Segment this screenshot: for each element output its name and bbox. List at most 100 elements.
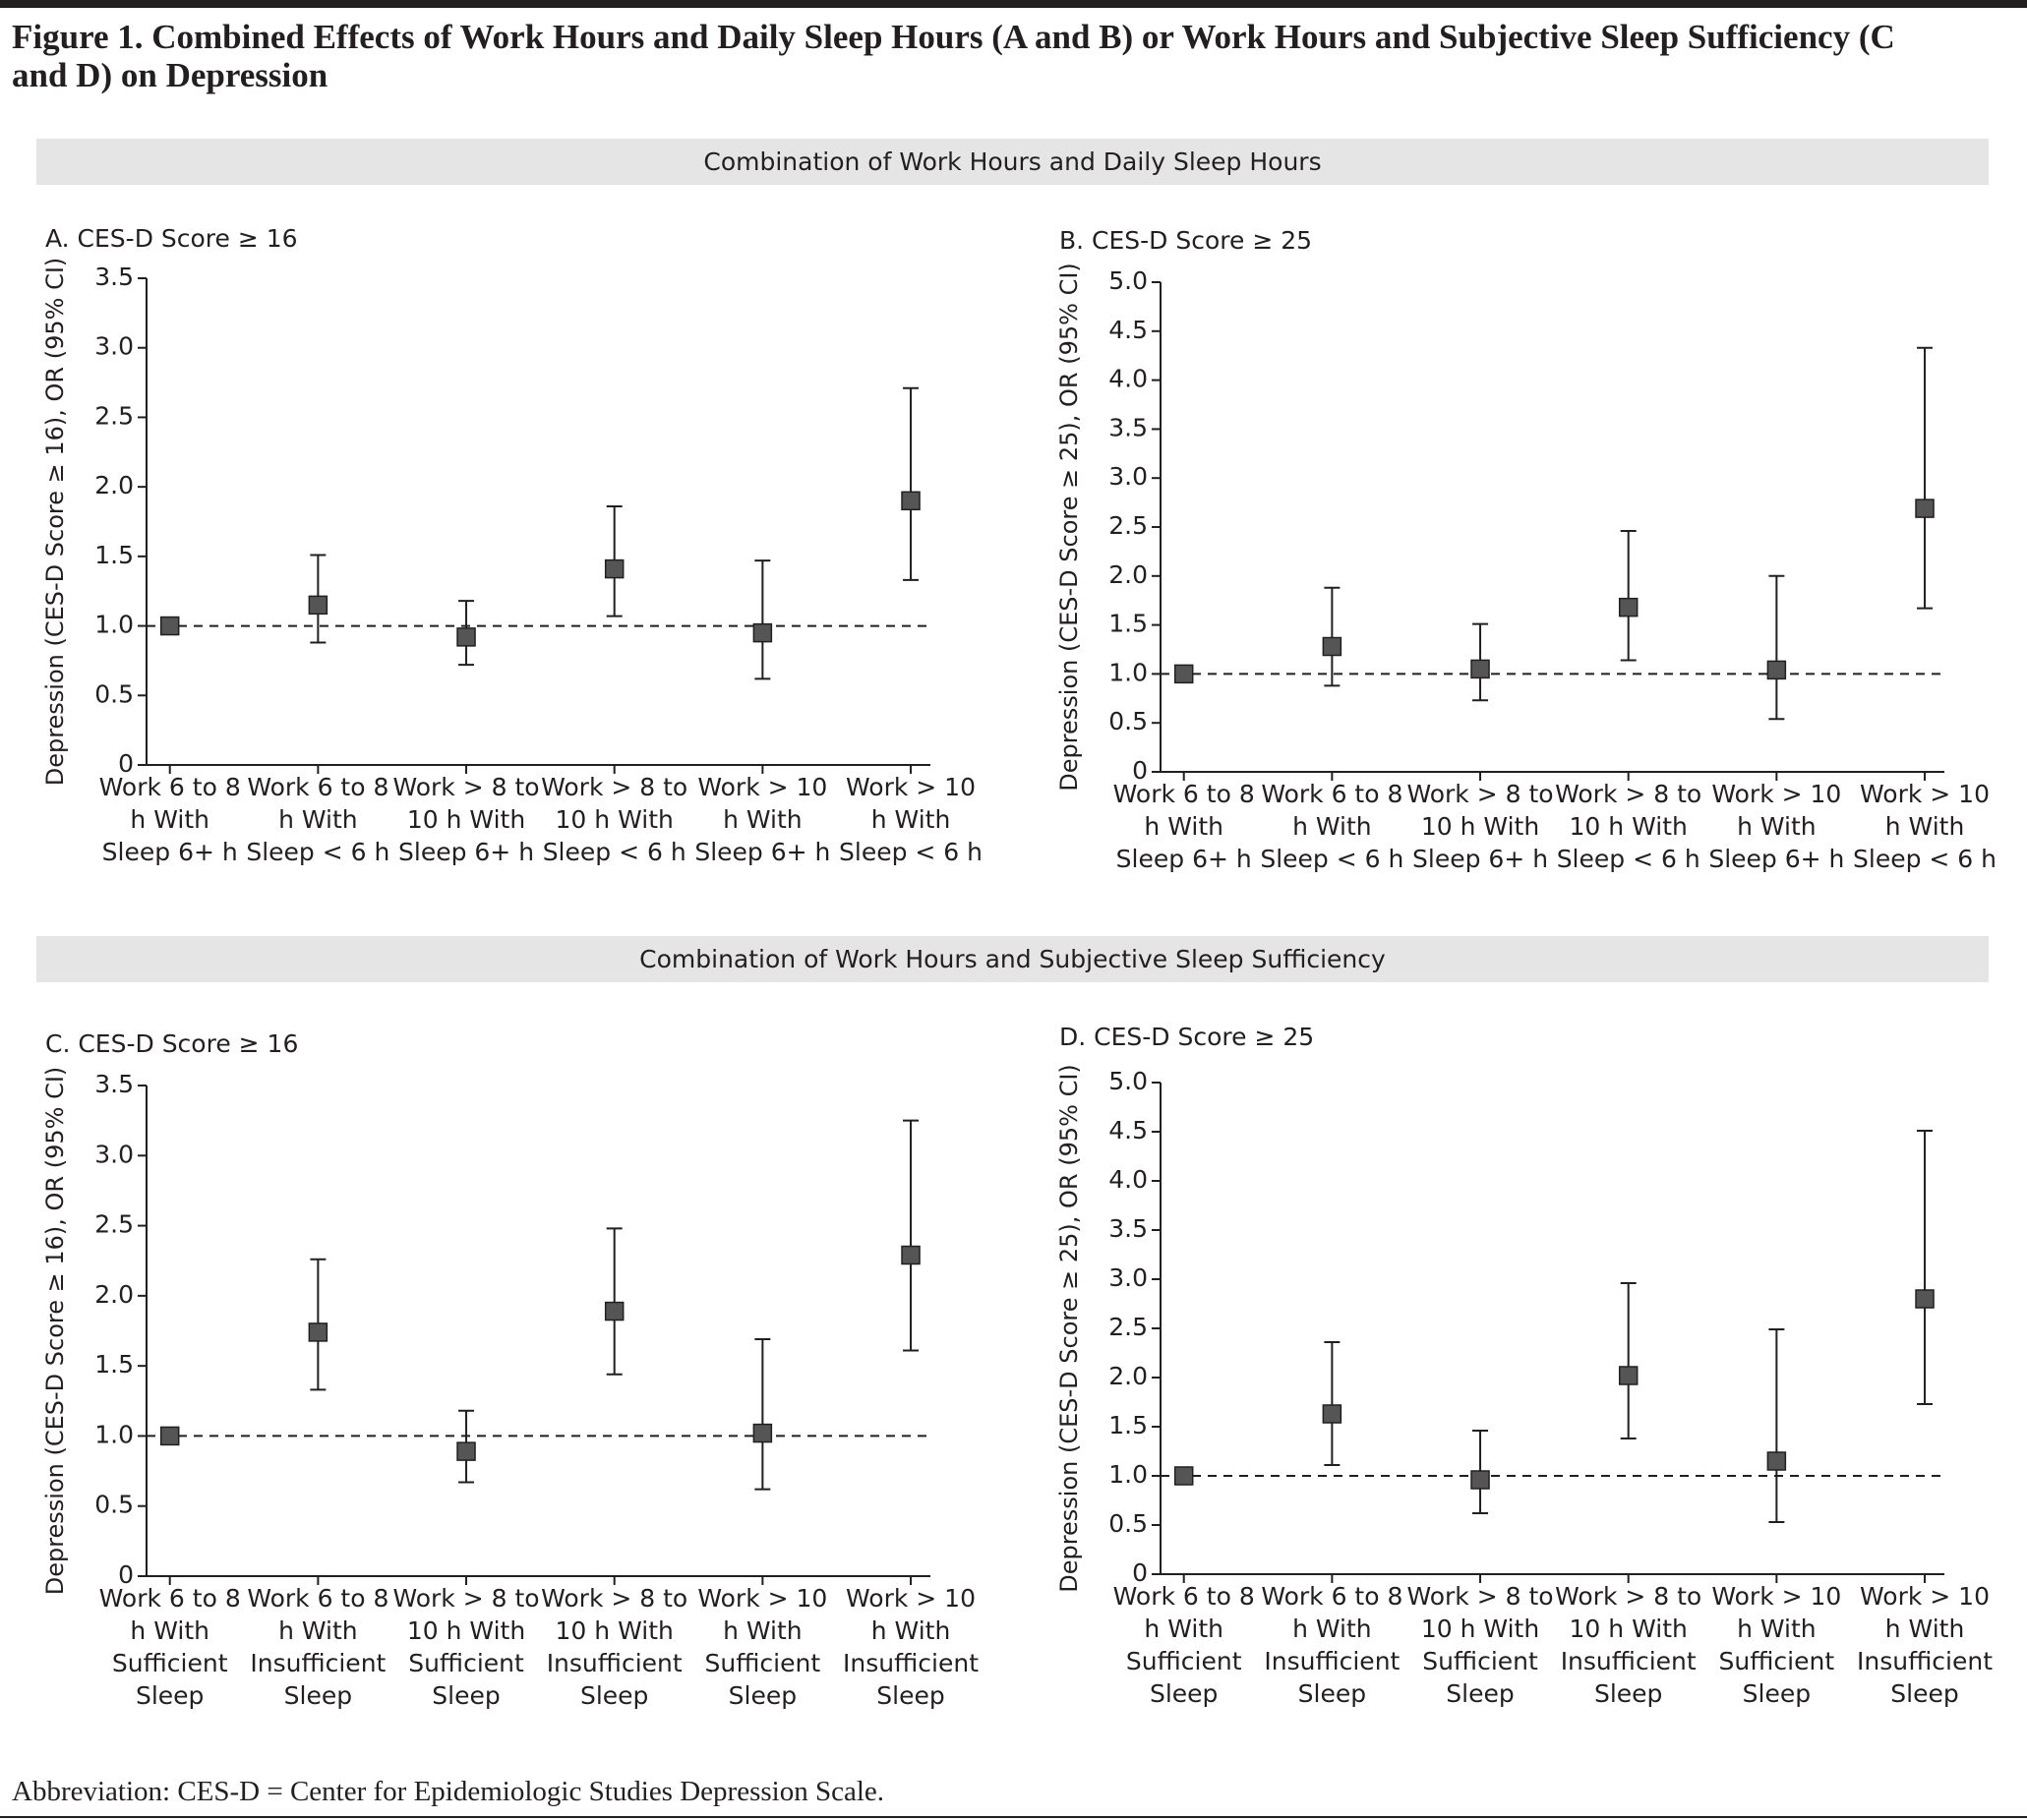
y-tick-label: 2.0 [94, 1280, 134, 1309]
point-marker [159, 616, 180, 636]
x-tick-label: Work > 10 h With Sufficient Sleep [697, 1584, 828, 1710]
point-marker [159, 1426, 180, 1446]
point-marker [1173, 664, 1194, 684]
y-tick-label: 2.0 [1108, 1362, 1148, 1390]
x-tick-label: Work > 8 to 10 h With Sleep < 6 h [1555, 780, 1702, 873]
point-marker [456, 1441, 476, 1461]
error-bar [1324, 586, 1341, 687]
error-bar [1917, 346, 1934, 610]
x-tick-label: Work > 10 h With Insufficient Sleep [1857, 1582, 1993, 1708]
x-tick-label: Work > 8 to 10 h With Sufficient Sleep [1406, 1582, 1554, 1708]
section-header: Combination of Work Hours and Subjective… [36, 936, 1989, 982]
point-marker [752, 1423, 773, 1443]
x-tick-label: Work > 10 h With Sleep 6+ h [694, 773, 831, 866]
y-tick-label: 3.5 [94, 263, 134, 291]
x-tick-label: Work 6 to 8 h With Sleep 6+ h [1112, 780, 1255, 873]
error-bar [606, 1227, 623, 1376]
y-tick-label: 0 [1132, 1558, 1148, 1587]
section-header: Combination of Work Hours and Daily Slee… [36, 139, 1989, 185]
y-tick-label: 4.0 [1108, 1165, 1148, 1194]
point-marker [1766, 1451, 1787, 1471]
point-marker [308, 1322, 328, 1342]
y-tick-label: 1.5 [94, 541, 134, 569]
point-marker [604, 1301, 625, 1321]
x-tick-label: Work > 10 h With Sleep 6+ h [1708, 780, 1845, 873]
point-marker [1470, 659, 1490, 679]
x-tick-label: Work 6 to 8 h With Insufficient Sleep [1261, 1582, 1403, 1708]
point-marker [456, 627, 476, 647]
y-tick-label: 2.5 [1108, 1313, 1148, 1341]
point-marker [1618, 597, 1639, 617]
y-tick-label: 0.5 [94, 679, 134, 708]
y-tick-label: 5.0 [1108, 266, 1148, 295]
error-bar [903, 1119, 920, 1352]
x-tick-label: Work > 8 to 10 h With Sleep 6+ h [1406, 780, 1554, 873]
panel-title: D. CES-D Score ≥ 25 [1059, 1023, 1314, 1051]
y-tick-label: 2.5 [1108, 511, 1148, 540]
panel-title: B. CES-D Score ≥ 25 [1059, 226, 1312, 255]
x-tick-label: Work > 8 to 10 h With Sleep < 6 h [541, 773, 688, 866]
point-marker [901, 491, 921, 511]
error-bar [1768, 1328, 1785, 1523]
y-tick-label: 2.5 [94, 401, 134, 430]
point-marker [1618, 1366, 1639, 1385]
y-tick-label: 0 [118, 1560, 134, 1589]
point-marker [901, 1245, 921, 1265]
point-marker [1766, 660, 1787, 680]
x-tick-label: Work 6 to 8 h With Insufficient Sleep [247, 1584, 389, 1710]
y-tick-label: 2.0 [1108, 560, 1148, 589]
error-bar [754, 1338, 771, 1491]
y-tick-label: 0.5 [1108, 1509, 1148, 1538]
y-tick-label: 3.5 [1108, 413, 1148, 441]
point-marker [1173, 1466, 1194, 1486]
y-tick-label: 2.0 [94, 471, 134, 499]
y-tick-label: 3.0 [1108, 462, 1148, 491]
y-axis-label: Depression (CES-D Score ≥ 25), OR (95% C… [1055, 263, 1083, 792]
y-axis-label: Depression (CES-D Score ≥ 16), OR (95% C… [41, 258, 69, 787]
y-tick-label: 1.0 [1108, 1460, 1148, 1489]
x-tick-label: Work > 10 h With Sleep < 6 h [839, 773, 983, 866]
y-tick-label: 3.5 [94, 1070, 134, 1098]
x-tick-label: Work > 8 to 10 h With Insufficient Sleep [1555, 1582, 1702, 1708]
footnote: Abbreviation: CES-D = Center for Epidemi… [12, 1776, 884, 1807]
figure-title: Figure 1. Combined Effects of Work Hours… [12, 18, 1895, 94]
y-tick-label: 4.5 [1108, 316, 1148, 344]
point-marker [1322, 1404, 1342, 1424]
error-bar [1324, 1341, 1341, 1466]
error-bar [1620, 1282, 1637, 1439]
point-marker [1322, 636, 1342, 657]
panel-title: C. CES-D Score ≥ 16 [45, 1029, 298, 1058]
y-tick-label: 4.5 [1108, 1116, 1148, 1145]
x-tick-label: Work > 8 to 10 h With Insufficient Sleep [541, 1584, 688, 1710]
y-tick-label: 3.0 [1108, 1263, 1148, 1292]
y-tick-label: 3.5 [1108, 1214, 1148, 1243]
y-tick-label: 0 [118, 749, 134, 778]
x-tick-label: Work 6 to 8 h With Sleep < 6 h [246, 773, 390, 866]
y-tick-label: 0.5 [1108, 707, 1148, 735]
error-bar [1917, 1130, 1934, 1405]
x-tick-label: Work 6 to 8 h With Sufficient Sleep [98, 1584, 241, 1710]
point-marker [308, 595, 328, 616]
y-tick-label: 0 [1132, 756, 1148, 785]
x-tick-label: Work 6 to 8 h With Sleep < 6 h [1260, 780, 1404, 873]
point-marker [604, 558, 625, 579]
error-bar [1620, 529, 1637, 662]
y-tick-label: 1.0 [94, 611, 134, 639]
y-tick-label: 1.5 [94, 1350, 134, 1379]
error-bar [1768, 574, 1785, 721]
y-tick-label: 1.0 [94, 1420, 134, 1448]
top-rule [0, 0, 2027, 8]
error-bar [754, 559, 771, 680]
x-tick-label: Work > 8 to 10 h With Sleep 6+ h [392, 773, 540, 866]
y-tick-label: 0.5 [94, 1491, 134, 1519]
point-marker [1915, 499, 1935, 518]
x-tick-label: Work 6 to 8 h With Sufficient Sleep [1112, 1582, 1255, 1708]
point-marker [1915, 1289, 1935, 1309]
x-tick-label: Work > 10 h With Sufficient Sleep [1711, 1582, 1842, 1708]
y-tick-label: 3.0 [94, 1140, 134, 1168]
x-tick-label: Work 6 to 8 h With Sleep 6+ h [98, 773, 241, 866]
x-tick-label: Work > 10 h With Sleep < 6 h [1853, 780, 1997, 873]
y-tick-label: 1.5 [1108, 1411, 1148, 1439]
